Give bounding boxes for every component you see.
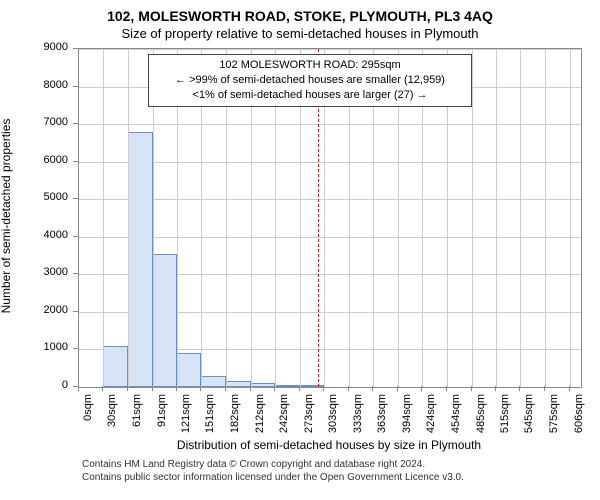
y-tick-label: 6000: [0, 154, 68, 166]
x-tick-mark: [519, 386, 520, 391]
x-tick-mark: [569, 386, 570, 391]
y-tick-mark: [73, 161, 78, 162]
chart-container: 102, MOLESWORTH ROAD, STOKE, PLYMOUTH, P…: [0, 0, 600, 500]
x-tick-mark: [446, 386, 447, 391]
x-tick-mark: [421, 386, 422, 391]
y-tick-mark: [73, 123, 78, 124]
x-tick-label: 575sqm: [548, 394, 560, 454]
gridline-vertical: [520, 49, 521, 387]
x-tick-mark: [250, 386, 251, 391]
annotation-line-2: ← >99% of semi-detached houses are small…: [155, 73, 465, 88]
gridline-horizontal: [79, 49, 581, 50]
annotation-line-3: <1% of semi-detached houses are larger (…: [155, 88, 465, 103]
histogram-bar: [128, 132, 152, 387]
footer-attribution: Contains HM Land Registry data © Crown c…: [82, 458, 464, 484]
x-tick-mark: [323, 386, 324, 391]
x-tick-mark: [152, 386, 153, 391]
x-tick-label: 30sqm: [106, 394, 118, 454]
x-tick-mark: [544, 386, 545, 391]
y-tick-label: 1000: [0, 341, 68, 353]
x-tick-label: 363sqm: [376, 394, 388, 454]
footer-line-2: Contains public sector information licen…: [82, 471, 464, 484]
histogram-bar: [226, 381, 250, 387]
histogram-bar: [103, 346, 128, 387]
x-tick-mark: [176, 386, 177, 391]
histogram-bar: [201, 376, 226, 387]
gridline-horizontal: [79, 124, 581, 125]
histogram-bar: [153, 254, 177, 387]
y-tick-mark: [73, 311, 78, 312]
chart-subtitle: Size of property relative to semi-detach…: [0, 24, 600, 41]
y-tick-mark: [73, 48, 78, 49]
annotation-line-1: 102 MOLESWORTH ROAD: 295sqm: [155, 58, 465, 73]
gridline-vertical: [496, 49, 497, 387]
x-tick-mark: [102, 386, 103, 391]
gridline-horizontal: [79, 162, 581, 163]
y-tick-label: 9000: [0, 41, 68, 53]
gridline-vertical: [103, 49, 104, 387]
y-tick-mark: [73, 348, 78, 349]
histogram-bar: [275, 385, 300, 387]
x-tick-label: 242sqm: [278, 394, 290, 454]
x-tick-mark: [348, 386, 349, 391]
x-tick-label: 121sqm: [180, 394, 192, 454]
x-tick-label: 606sqm: [573, 394, 585, 454]
x-tick-mark: [78, 386, 79, 391]
x-tick-mark: [225, 386, 226, 391]
gridline-vertical: [570, 49, 571, 387]
x-tick-mark: [299, 386, 300, 391]
x-tick-label: 545sqm: [523, 394, 535, 454]
y-axis-label: Number of semi-detached properties: [0, 116, 13, 316]
gridline-horizontal: [79, 237, 581, 238]
x-tick-mark: [200, 386, 201, 391]
histogram-bar: [300, 385, 324, 387]
y-tick-mark: [73, 273, 78, 274]
x-tick-mark: [127, 386, 128, 391]
y-tick-label: 4000: [0, 229, 68, 241]
y-tick-label: 3000: [0, 266, 68, 278]
x-tick-mark: [372, 386, 373, 391]
x-tick-label: 182sqm: [229, 394, 241, 454]
gridline-horizontal: [79, 199, 581, 200]
histogram-bar: [177, 353, 201, 387]
footer-line-1: Contains HM Land Registry data © Crown c…: [82, 458, 464, 471]
x-tick-label: 333sqm: [352, 394, 364, 454]
x-tick-mark: [397, 386, 398, 391]
x-tick-label: 212sqm: [254, 394, 266, 454]
y-tick-label: 7000: [0, 116, 68, 128]
x-tick-label: 0sqm: [82, 394, 94, 454]
histogram-bar: [251, 383, 275, 387]
x-tick-mark: [471, 386, 472, 391]
y-tick-mark: [73, 236, 78, 237]
annotation-box: 102 MOLESWORTH ROAD: 295sqm ← >99% of se…: [148, 54, 472, 107]
x-tick-label: 61sqm: [131, 394, 143, 454]
y-tick-label: 0: [0, 379, 68, 391]
y-tick-label: 2000: [0, 304, 68, 316]
x-tick-label: 91sqm: [156, 394, 168, 454]
x-tick-label: 515sqm: [499, 394, 511, 454]
y-tick-label: 5000: [0, 191, 68, 203]
x-tick-label: 394sqm: [401, 394, 413, 454]
x-tick-label: 151sqm: [204, 394, 216, 454]
x-tick-mark: [274, 386, 275, 391]
x-tick-label: 303sqm: [327, 394, 339, 454]
x-tick-label: 273sqm: [303, 394, 315, 454]
x-tick-label: 454sqm: [450, 394, 462, 454]
x-tick-label: 485sqm: [475, 394, 487, 454]
gridline-vertical: [545, 49, 546, 387]
x-tick-mark: [495, 386, 496, 391]
x-tick-label: 424sqm: [425, 394, 437, 454]
y-tick-mark: [73, 198, 78, 199]
chart-title: 102, MOLESWORTH ROAD, STOKE, PLYMOUTH, P…: [0, 0, 600, 24]
y-tick-label: 8000: [0, 79, 68, 91]
y-tick-mark: [73, 86, 78, 87]
gridline-vertical: [128, 49, 129, 387]
